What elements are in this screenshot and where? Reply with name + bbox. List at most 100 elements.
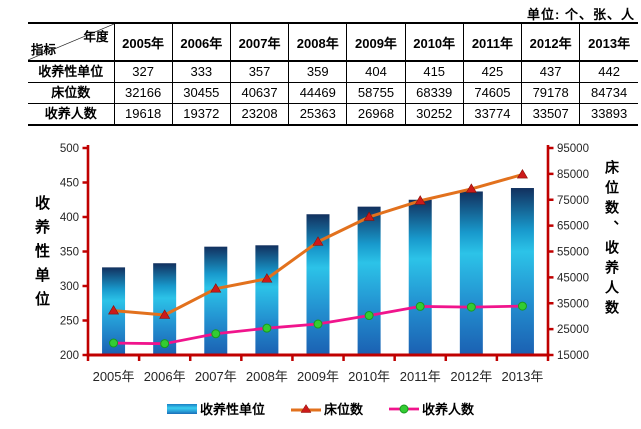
x-axis-category-label: 2013年: [501, 369, 543, 384]
bar: [357, 206, 381, 355]
x-axis-category-label: 2010年: [348, 369, 390, 384]
left-axis-tick-label: 400: [60, 212, 79, 224]
value-cell: 44469: [288, 82, 347, 104]
right-axis-tick-label: 75000: [557, 195, 589, 207]
value-cell: 425: [462, 61, 522, 83]
circle-marker: [364, 311, 374, 321]
bar: [153, 263, 177, 355]
value-cell: 357: [229, 61, 289, 83]
legend-item-beds: 床位数: [290, 399, 363, 418]
value-cell: 359: [288, 61, 347, 83]
bar: [306, 214, 330, 355]
circle-marker: [517, 301, 527, 311]
right-axis-tick-label: 85000: [557, 169, 589, 181]
year-header-cell: 2008年: [288, 23, 347, 61]
value-cell: 74605: [462, 82, 522, 104]
triangle-marker: [516, 168, 528, 179]
table-row: 收养人数 19618 19372 23208 25363 26968 30252 33774 3…: [28, 103, 638, 125]
x-axis-category-label: 2011年: [400, 369, 441, 384]
left-axis-tick-label: 300: [60, 281, 79, 293]
value-cell: 33507: [521, 103, 580, 125]
right-axis-tick-label: 35000: [557, 298, 589, 310]
circle-marker: [415, 301, 425, 311]
year-header-cell: 2011年: [462, 23, 522, 61]
right-axis-tick-label: 15000: [557, 350, 589, 362]
circle-marker: [211, 329, 221, 339]
value-cell: 33774: [462, 103, 522, 125]
value-cell: 19372: [171, 103, 231, 125]
triangle-marker: [261, 273, 273, 283]
value-cell: 84734: [579, 82, 638, 104]
year-header-cell: 2012年: [521, 23, 580, 61]
year-header-cell: 2007年: [229, 23, 289, 61]
x-axis-category-label: 2012年: [450, 369, 492, 384]
triangle-marker: [465, 183, 477, 193]
triangle-line-swatch-icon: [290, 403, 321, 413]
value-cell: 79178: [521, 82, 580, 104]
circle-marker: [160, 339, 170, 349]
bar: [255, 245, 279, 355]
value-cell: 327: [113, 61, 173, 83]
right-axis-tick-label: 25000: [557, 324, 589, 336]
data-table-wrapper: 年度 指标 2005年 2006年 2007年 2008年 2009年 2010年 2011年 2…: [28, 22, 638, 126]
table-corner-cell: 年度指标: [28, 23, 114, 61]
triangle-marker: [108, 304, 120, 315]
value-cell: 68339: [404, 82, 464, 104]
triangle-marker: [159, 309, 171, 319]
value-cell: 19618: [113, 103, 173, 125]
bar-swatch-icon: [166, 403, 197, 414]
triangle-marker: [363, 211, 375, 221]
left-axis-title: 收养性单位: [33, 195, 50, 315]
year-header-cell: 2005年: [113, 23, 173, 61]
circle-marker: [466, 302, 476, 312]
right-axis-tick-label: 65000: [557, 221, 589, 233]
corner-label-indicator: 指标: [31, 43, 57, 57]
right-axis-title: 床位数、收养人数: [604, 160, 620, 320]
corner-label-year: 年度: [83, 30, 109, 44]
value-cell: 333: [171, 61, 231, 83]
value-cell: 26968: [346, 103, 406, 125]
value-cell: 40637: [229, 82, 289, 104]
value-cell: 404: [346, 61, 406, 83]
bar: [204, 246, 228, 355]
circle-marker: [262, 323, 272, 333]
left-axis-tick-label: 200: [60, 350, 79, 362]
value-cell: 30455: [171, 82, 231, 104]
value-cell: 30252: [404, 103, 464, 125]
x-axis-category-label: 2008年: [246, 369, 288, 384]
left-axis-tick-label: 450: [60, 178, 79, 190]
bar: [408, 199, 432, 355]
legend-label: 床位数: [323, 402, 363, 417]
year-header-cell: 2013年: [579, 23, 638, 61]
table-row: 床位数 32166 30455 40637 44469 58755 68339 74605 79…: [28, 82, 638, 104]
year-header-cell: 2010年: [404, 23, 464, 61]
table-row: 收养性单位 327 333 357 359 404 415 425 437 442: [28, 61, 638, 83]
dot-line-swatch-icon: [389, 404, 419, 413]
x-axis-category-label: 2007年: [195, 369, 237, 384]
chart-legend: 收养性单位 床位数 收养人数: [0, 399, 641, 418]
year-header-cell: 2006年: [171, 23, 231, 61]
year-header-cell: 2009年: [346, 23, 406, 61]
legend-label: 收养人数: [422, 402, 475, 417]
triangle-marker: [414, 195, 426, 205]
left-axis-tick-label: 350: [60, 247, 79, 259]
x-axis-category-label: 2006年: [144, 369, 186, 384]
bar: [510, 188, 534, 355]
value-cell: 437: [521, 61, 580, 83]
data-table: 年度 指标 2005年 2006年 2007年 2008年 2009年 2010年 2011年 2…: [28, 22, 638, 126]
row-label-cell: 床位数: [51, 85, 91, 100]
legend-label: 收养性单位: [199, 402, 265, 417]
row-label-cell: 收养人数: [44, 106, 97, 121]
unit-note: 单位: 个、张、人: [527, 7, 635, 22]
value-cell: 23208: [229, 103, 289, 125]
triangle-marker: [312, 236, 324, 246]
circle-marker: [313, 319, 323, 329]
circle-marker: [109, 338, 119, 348]
right-axis-tick-label: 55000: [557, 247, 589, 259]
left-axis-tick-label: 250: [60, 316, 79, 328]
legend-item-units: 收养性单位: [166, 399, 265, 418]
value-cell: 32166: [113, 82, 173, 104]
value-cell: 442: [579, 61, 638, 83]
